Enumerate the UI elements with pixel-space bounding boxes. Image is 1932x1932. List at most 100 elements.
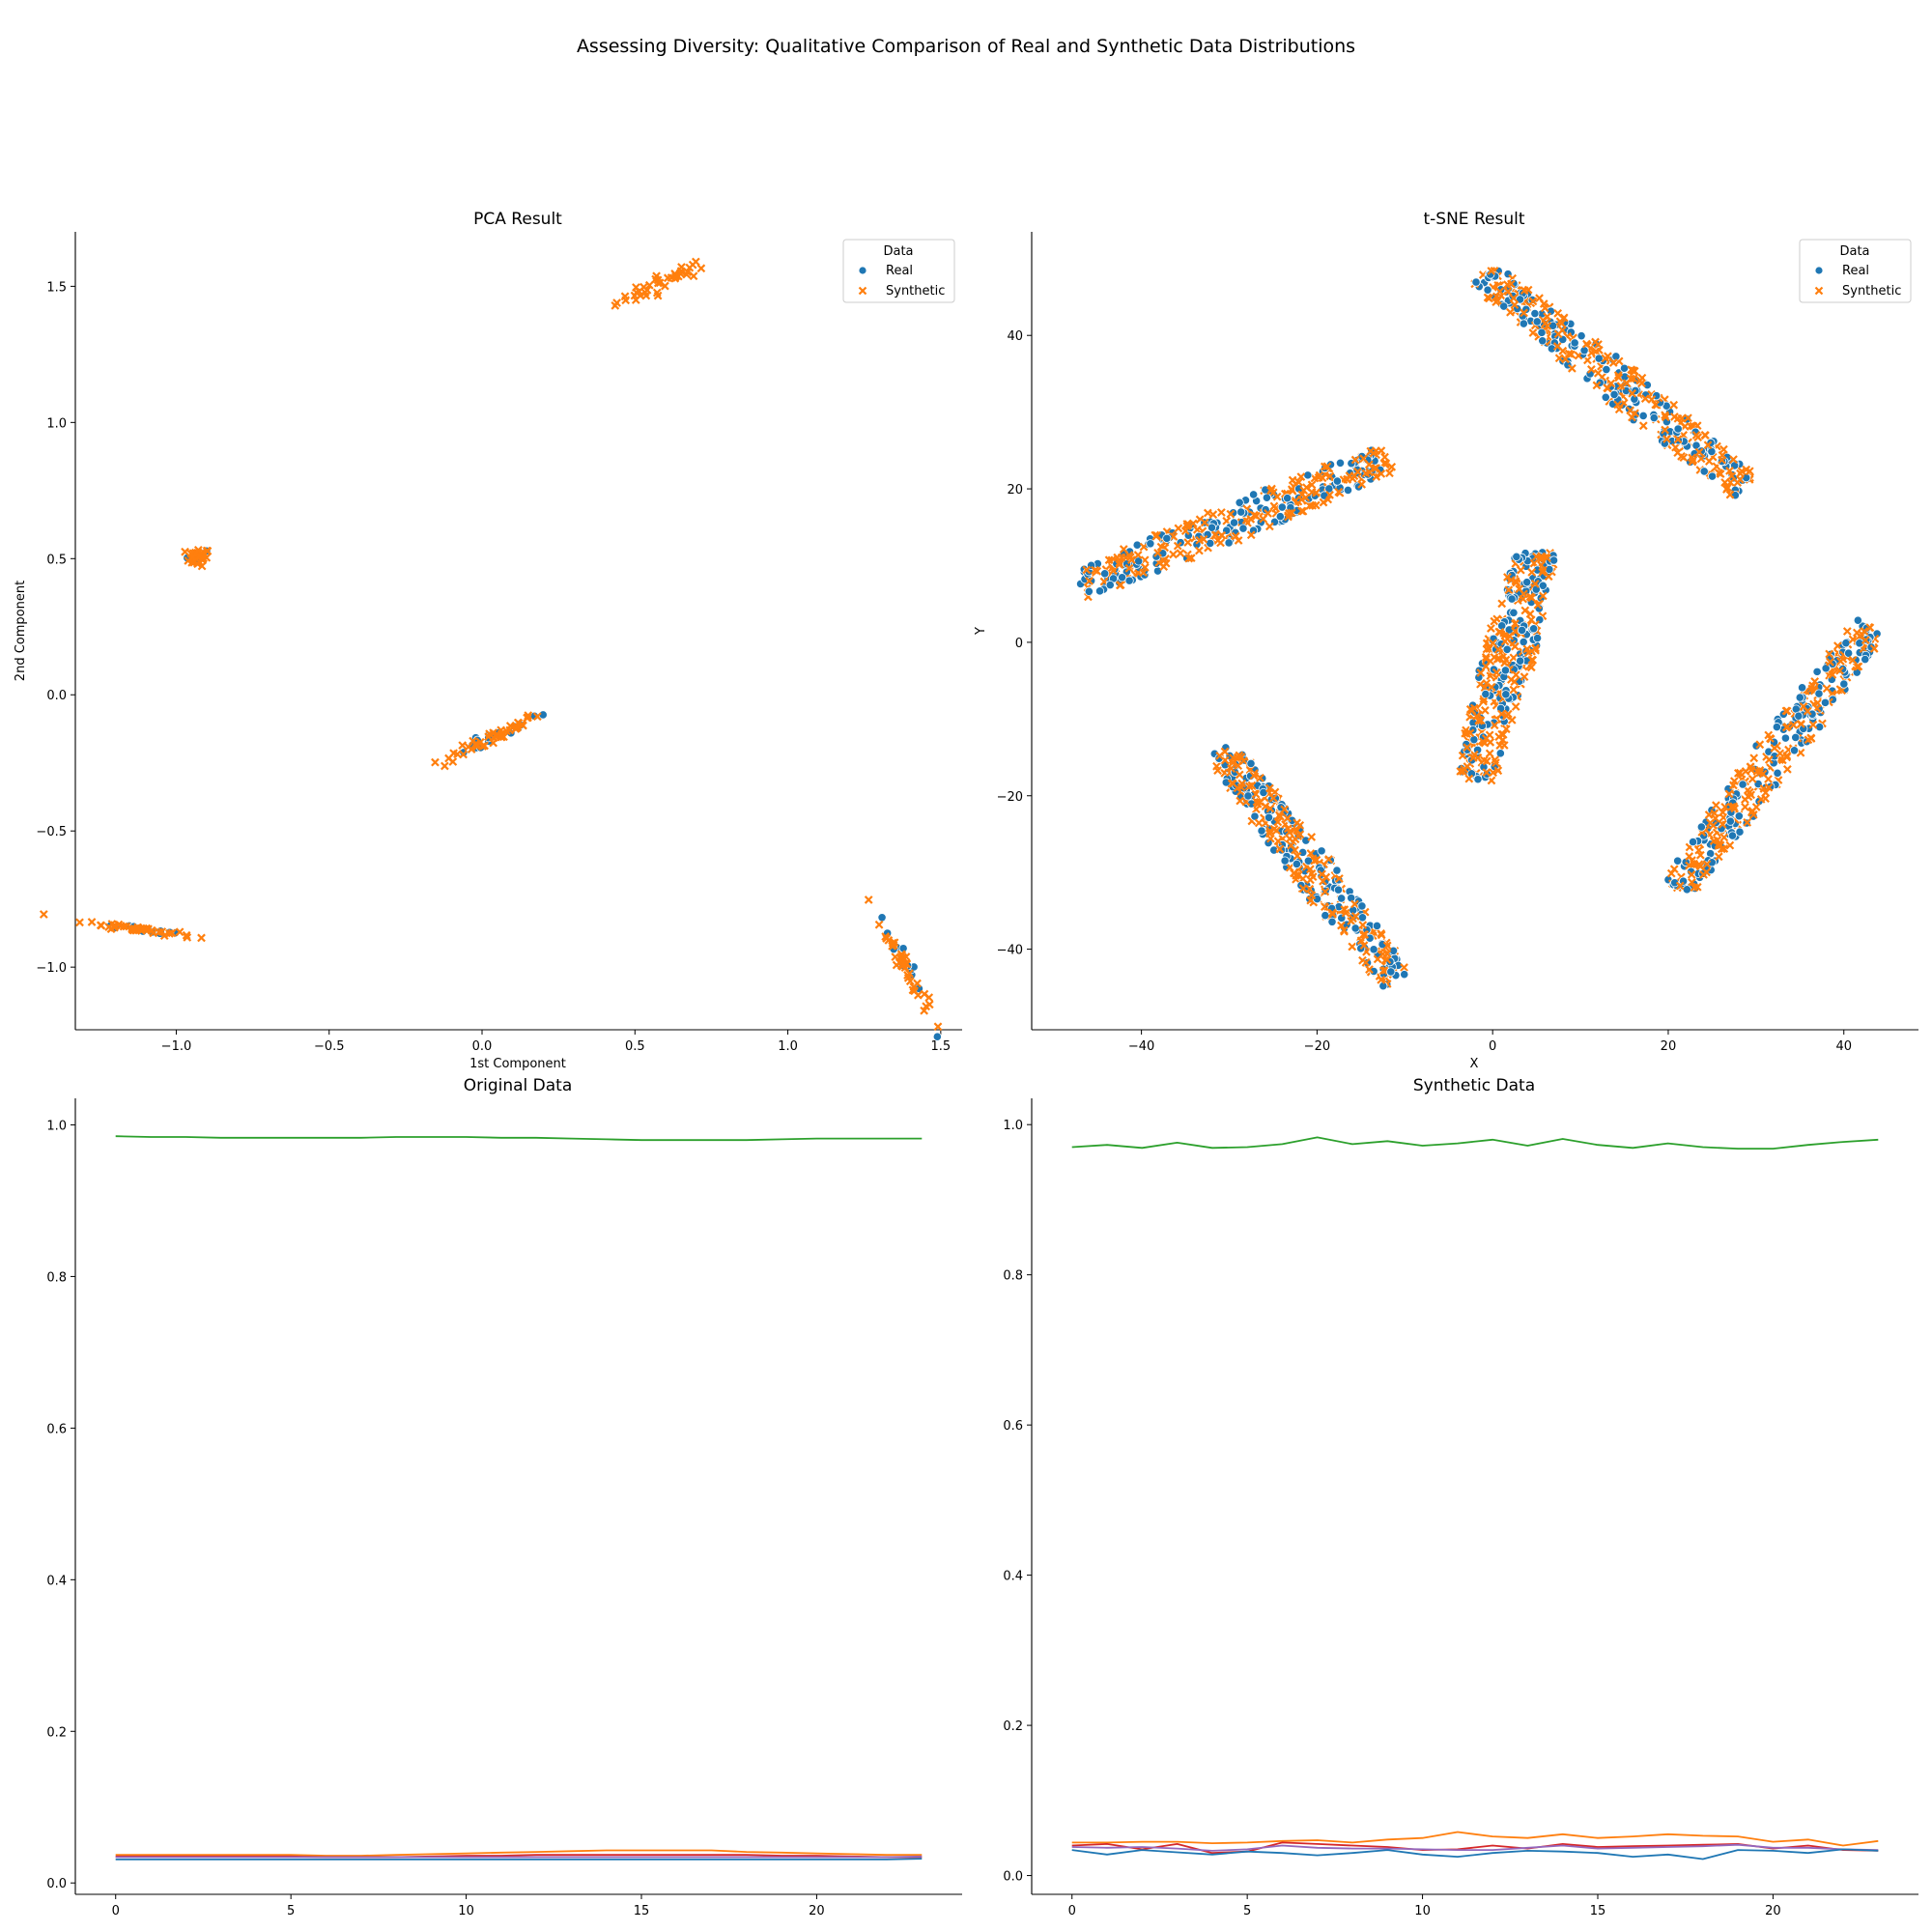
tsne-synthetic-point bbox=[1495, 287, 1505, 297]
tsne-synthetic-point bbox=[1673, 413, 1683, 423]
tsne-real-point bbox=[1807, 709, 1817, 719]
pca-synthetic-point bbox=[689, 271, 698, 281]
original-data-series-line-4 bbox=[115, 1858, 923, 1861]
tsne-y-tick-label: 40 bbox=[1007, 329, 1023, 344]
tsne-synthetic-point bbox=[1526, 663, 1536, 672]
tsne-real-point bbox=[1797, 683, 1807, 693]
tsne-real-point bbox=[1287, 815, 1297, 825]
tsne-synthetic-point bbox=[1661, 425, 1669, 435]
tsne-synthetic-point bbox=[1184, 554, 1194, 563]
tsne-synthetic-point bbox=[1543, 322, 1552, 330]
tsne-synthetic-point bbox=[1251, 789, 1261, 799]
pca-synthetic-point bbox=[453, 750, 462, 759]
tsne-synthetic-point bbox=[1192, 525, 1202, 534]
tsne-ylabel: Y bbox=[974, 627, 988, 636]
tsne-synthetic-point bbox=[1666, 868, 1676, 878]
tsne-real-point bbox=[1386, 967, 1396, 977]
tsne-real-point bbox=[1500, 666, 1511, 675]
tsne-synthetic-point bbox=[1169, 550, 1178, 559]
tsne-synthetic-point bbox=[1628, 412, 1636, 422]
pca-synthetic-point bbox=[188, 549, 198, 558]
pca-synthetic-point bbox=[199, 554, 208, 563]
pca-synthetic-point bbox=[924, 1000, 934, 1009]
tsne-synthetic-point bbox=[1310, 856, 1320, 866]
tsne-y-tick-label: −40 bbox=[997, 944, 1023, 958]
tsne-synthetic-point bbox=[1761, 788, 1771, 797]
pca-synthetic-point bbox=[183, 933, 192, 942]
tsne-synthetic-point bbox=[1493, 296, 1502, 305]
pca-synthetic-point bbox=[458, 741, 468, 750]
pca-synthetic-point bbox=[440, 761, 449, 771]
tsne-synthetic-point bbox=[1337, 921, 1346, 930]
tsne-synthetic-point bbox=[1183, 538, 1193, 547]
tsne-synthetic-point bbox=[1743, 818, 1752, 827]
tsne-synthetic-point bbox=[1543, 312, 1551, 322]
tsne-synthetic-point bbox=[1365, 468, 1374, 477]
pca-real-point bbox=[877, 913, 887, 923]
original-data-series-line-0 bbox=[115, 1135, 923, 1142]
original-data-y-tick-label: 0.4 bbox=[46, 1574, 67, 1588]
tsne-synthetic-point bbox=[1593, 368, 1603, 378]
pca-x-tick-label: 0.5 bbox=[625, 1039, 645, 1054]
tsne-synthetic-point bbox=[1233, 753, 1242, 762]
tsne-real-point bbox=[1764, 747, 1774, 756]
tsne-synthetic-point bbox=[1321, 887, 1330, 896]
tsne-real-point bbox=[1530, 308, 1540, 319]
tsne-synthetic-point bbox=[1694, 845, 1704, 855]
pca-points bbox=[39, 257, 943, 1041]
tsne-synthetic-point bbox=[1523, 648, 1533, 658]
tsne-synthetic-point bbox=[1528, 328, 1538, 337]
tsne-real-point bbox=[1347, 894, 1356, 903]
tsne-synthetic-point bbox=[1480, 683, 1490, 693]
synthetic-data-title: Synthetic Data bbox=[1413, 1076, 1535, 1095]
tsne-synthetic-point bbox=[1287, 840, 1295, 850]
tsne-synthetic-point bbox=[1485, 749, 1494, 758]
tsne-synthetic-point bbox=[1173, 541, 1182, 551]
tsne-synthetic-point bbox=[1688, 457, 1697, 467]
tsne-synthetic-point bbox=[1501, 655, 1511, 665]
pca-synthetic-point bbox=[75, 918, 84, 927]
tsne-real-point bbox=[1100, 569, 1110, 579]
tsne-real-point bbox=[1087, 576, 1096, 585]
tsne-synthetic-point bbox=[1334, 487, 1344, 497]
tsne-real-point bbox=[1327, 917, 1337, 926]
tsne-real-point bbox=[1517, 625, 1527, 636]
tsne-synthetic-point bbox=[1525, 610, 1535, 618]
tsne-synthetic-point bbox=[1675, 881, 1685, 891]
tsne-real-point bbox=[1249, 490, 1259, 499]
tsne-synthetic-point bbox=[1231, 531, 1240, 541]
tsne-synthetic-point bbox=[1459, 767, 1467, 776]
tsne-synthetic-point bbox=[1252, 511, 1261, 521]
pca-x-tick-label: −1.0 bbox=[161, 1039, 192, 1054]
tsne-synthetic-point bbox=[1487, 624, 1495, 633]
tsne-synthetic-point bbox=[1357, 480, 1367, 489]
tsne-real-point bbox=[1853, 615, 1862, 625]
tsne-synthetic-point bbox=[1139, 568, 1148, 578]
tsne-synthetic-point bbox=[1293, 851, 1302, 861]
tsne-synthetic-point bbox=[1747, 765, 1756, 775]
tsne-synthetic-point bbox=[1745, 467, 1754, 476]
tsne-real-point bbox=[1501, 690, 1511, 699]
tsne-synthetic-point bbox=[1797, 719, 1805, 728]
synthetic-data-series-line-4 bbox=[1071, 1848, 1879, 1861]
tsne-synthetic-point bbox=[1582, 339, 1591, 349]
tsne-synthetic-point bbox=[1696, 454, 1706, 464]
original-data-series-line-1 bbox=[115, 1849, 923, 1857]
tsne-real-point bbox=[1238, 524, 1248, 533]
original-data-y-tick-label: 0.6 bbox=[46, 1422, 67, 1436]
tsne-synthetic-point bbox=[1463, 729, 1472, 739]
tsne-synthetic-point bbox=[1264, 829, 1274, 838]
tsne-synthetic-point bbox=[1516, 565, 1525, 575]
tsne-synthetic-point bbox=[1526, 615, 1536, 625]
tsne-synthetic-point bbox=[1637, 379, 1646, 388]
tsne-synthetic-point bbox=[1776, 749, 1785, 758]
tsne-synthetic-point bbox=[1382, 955, 1392, 964]
pca-synthetic-point bbox=[677, 263, 686, 271]
tsne-synthetic-point bbox=[1594, 340, 1603, 349]
tsne-synthetic-point bbox=[1328, 910, 1337, 919]
tsne-synthetic-point bbox=[1782, 764, 1792, 774]
tsne-real-point bbox=[1301, 836, 1311, 845]
tsne-synthetic-point bbox=[1741, 767, 1750, 776]
tsne-synthetic-point bbox=[1613, 400, 1623, 410]
